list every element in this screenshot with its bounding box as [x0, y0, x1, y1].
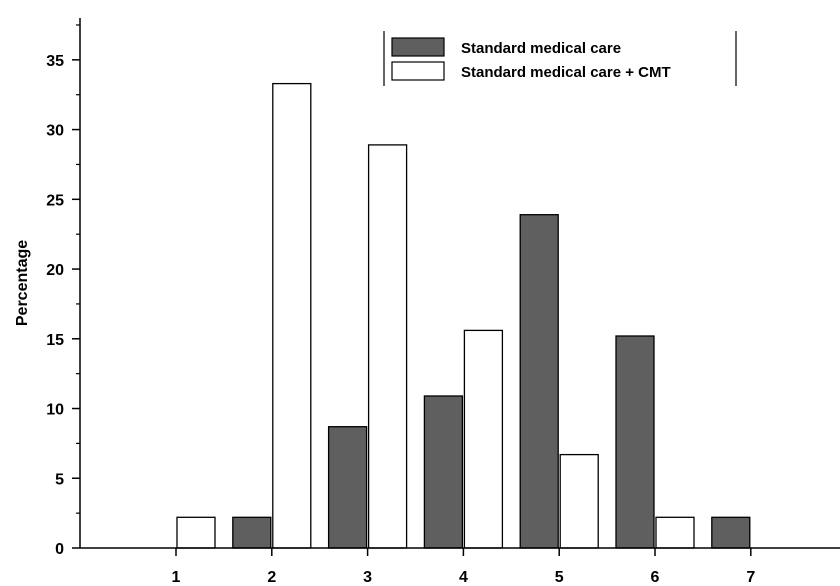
x-tick-label: 7 [746, 569, 755, 586]
bar-series1-cat-7 [711, 516, 751, 549]
legend: Standard medical care Standard medical c… [383, 31, 737, 86]
legend-label-standard-care: Standard medical care [461, 40, 621, 57]
bar-series1-cat-2 [232, 516, 272, 549]
x-ticks-group: 1 2 3 4 5 6 7 [172, 548, 755, 586]
legend-label-standard-care-cmt: Standard medical care + CMT [461, 64, 671, 81]
legend-swatch-standard-care-cmt [391, 61, 445, 81]
x-tick-label: 6 [651, 569, 660, 586]
bar-series2-cat-2 [272, 82, 312, 549]
y-tick-label: 25 [46, 192, 64, 209]
y-tick-label: 35 [46, 53, 64, 70]
bar-series2-cat-1 [176, 516, 216, 549]
y-tick-label: 0 [55, 541, 64, 558]
axes-group [79, 18, 840, 549]
x-tick-label: 5 [555, 569, 564, 586]
y-tick-label: 15 [46, 332, 64, 349]
x-tick-label: 2 [267, 569, 276, 586]
y-tick-label: 30 [46, 123, 64, 140]
bar-series2-cat-4 [463, 329, 504, 549]
x-tick-label: 3 [363, 569, 372, 586]
bar-series2-cat-3 [367, 144, 408, 549]
bar-series2-cat-5 [559, 453, 599, 549]
y-ticks-group: 0 5 10 15 20 25 30 35 [46, 24, 80, 558]
bar-series1-cat-3 [327, 426, 368, 549]
x-tick-label: 1 [172, 569, 181, 586]
bar-series1-cat-4 [423, 395, 464, 549]
x-tick-label: 4 [459, 569, 468, 586]
bars-group [176, 82, 751, 549]
legend-swatch-standard-care [391, 37, 445, 57]
y-tick-label: 20 [46, 262, 64, 279]
bar-series1-cat-6 [615, 335, 655, 549]
y-tick-label: 5 [55, 471, 64, 488]
y-axis-title: Percentage [14, 240, 31, 326]
bar-series2-cat-6 [655, 516, 695, 549]
y-tick-label: 10 [46, 402, 64, 419]
bar-series1-cat-5 [519, 214, 559, 549]
